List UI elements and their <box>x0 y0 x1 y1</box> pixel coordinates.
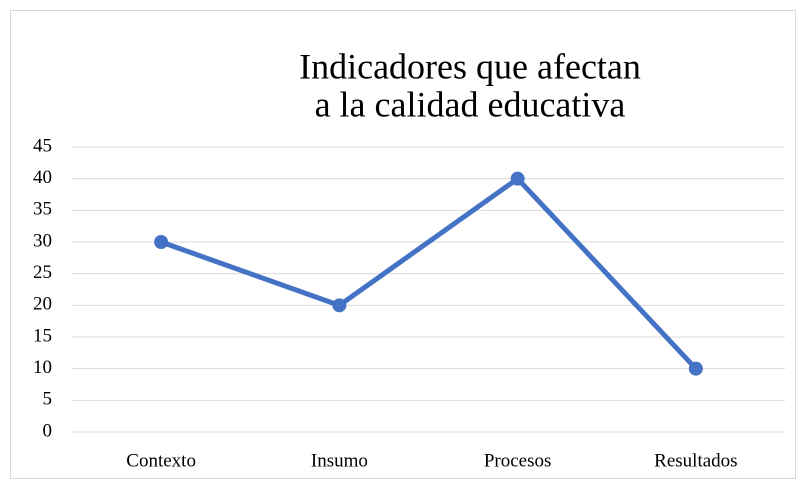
chart-title: a la calidad educativa <box>315 84 626 124</box>
data-point <box>154 235 169 249</box>
y-tick-label: 25 <box>33 262 52 283</box>
data-point <box>510 171 525 186</box>
data-point <box>688 361 703 376</box>
x-tick-label: Insumo <box>311 450 368 471</box>
x-tick-label: Procesos <box>484 450 552 471</box>
y-tick-label: 40 <box>33 167 52 188</box>
y-tick-label: 10 <box>33 357 52 378</box>
series-line <box>158 176 699 372</box>
y-tick-label: 15 <box>33 325 52 346</box>
y-tick-label: 30 <box>33 230 52 251</box>
data-point <box>332 298 347 313</box>
y-tick-label: 0 <box>43 420 53 441</box>
x-tick-label: Resultados <box>654 450 737 471</box>
y-tick-label: 45 <box>33 135 52 156</box>
y-tick-label: 20 <box>33 294 52 315</box>
y-tick-label: 35 <box>33 199 52 220</box>
x-tick-label: Contexto <box>126 450 196 471</box>
chart-title: Indicadores que afectan <box>299 46 641 86</box>
y-tick-label: 5 <box>43 389 53 410</box>
